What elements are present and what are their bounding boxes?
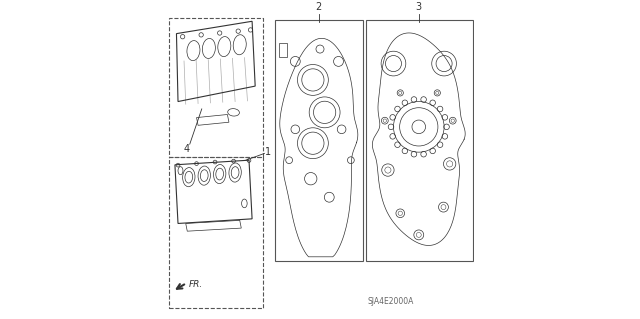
Bar — [275, 20, 363, 261]
Text: 2: 2 — [316, 2, 322, 12]
Text: FR.: FR. — [189, 280, 203, 289]
Text: 4: 4 — [184, 145, 189, 154]
Text: 1: 1 — [265, 147, 271, 158]
Bar — [169, 157, 263, 308]
Bar — [365, 20, 473, 261]
Text: SJA4E2000A: SJA4E2000A — [368, 297, 414, 306]
Bar — [169, 18, 263, 157]
Text: 3: 3 — [416, 2, 422, 12]
